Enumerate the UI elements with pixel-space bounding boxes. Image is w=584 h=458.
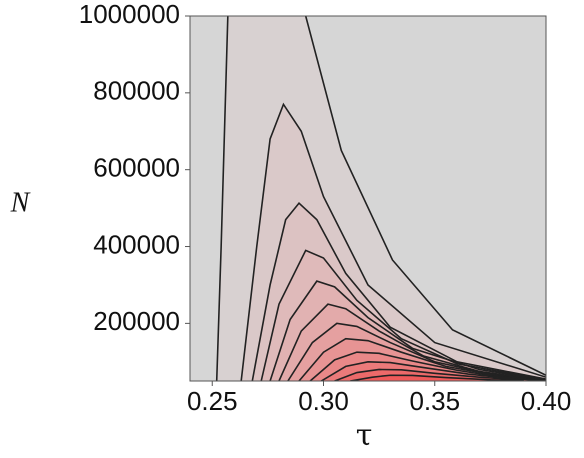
y-tick-label: 1000000: [79, 0, 180, 29]
contour-line: [240, 102, 546, 381]
y-tick-label: 400000: [93, 229, 180, 259]
y-tick-label: 600000: [93, 153, 180, 183]
contour-line: [298, 337, 546, 381]
plot-frame: [189, 15, 547, 382]
contour-line: [215, 16, 546, 381]
x-tick-label: 0.30: [298, 386, 349, 416]
x-tick-label: 0.25: [187, 386, 238, 416]
y-tick-label: 800000: [93, 76, 180, 106]
plot-area: [190, 16, 546, 381]
x-tick-label: 0.35: [409, 386, 460, 416]
contour-line: [269, 280, 546, 381]
contour-line: [350, 374, 524, 381]
y-axis-label: N: [10, 187, 31, 218]
x-axis-label: τ: [356, 418, 373, 453]
x-tick-label: 0.40: [521, 386, 572, 416]
contour-line: [334, 368, 524, 381]
y-tick-label: 200000: [93, 306, 180, 336]
contour-line: [251, 201, 546, 381]
axes: 0.25 0.30 0.35 0.40 200000 400000 600000 800000…: [79, 0, 572, 416]
contour-line: [320, 360, 546, 381]
